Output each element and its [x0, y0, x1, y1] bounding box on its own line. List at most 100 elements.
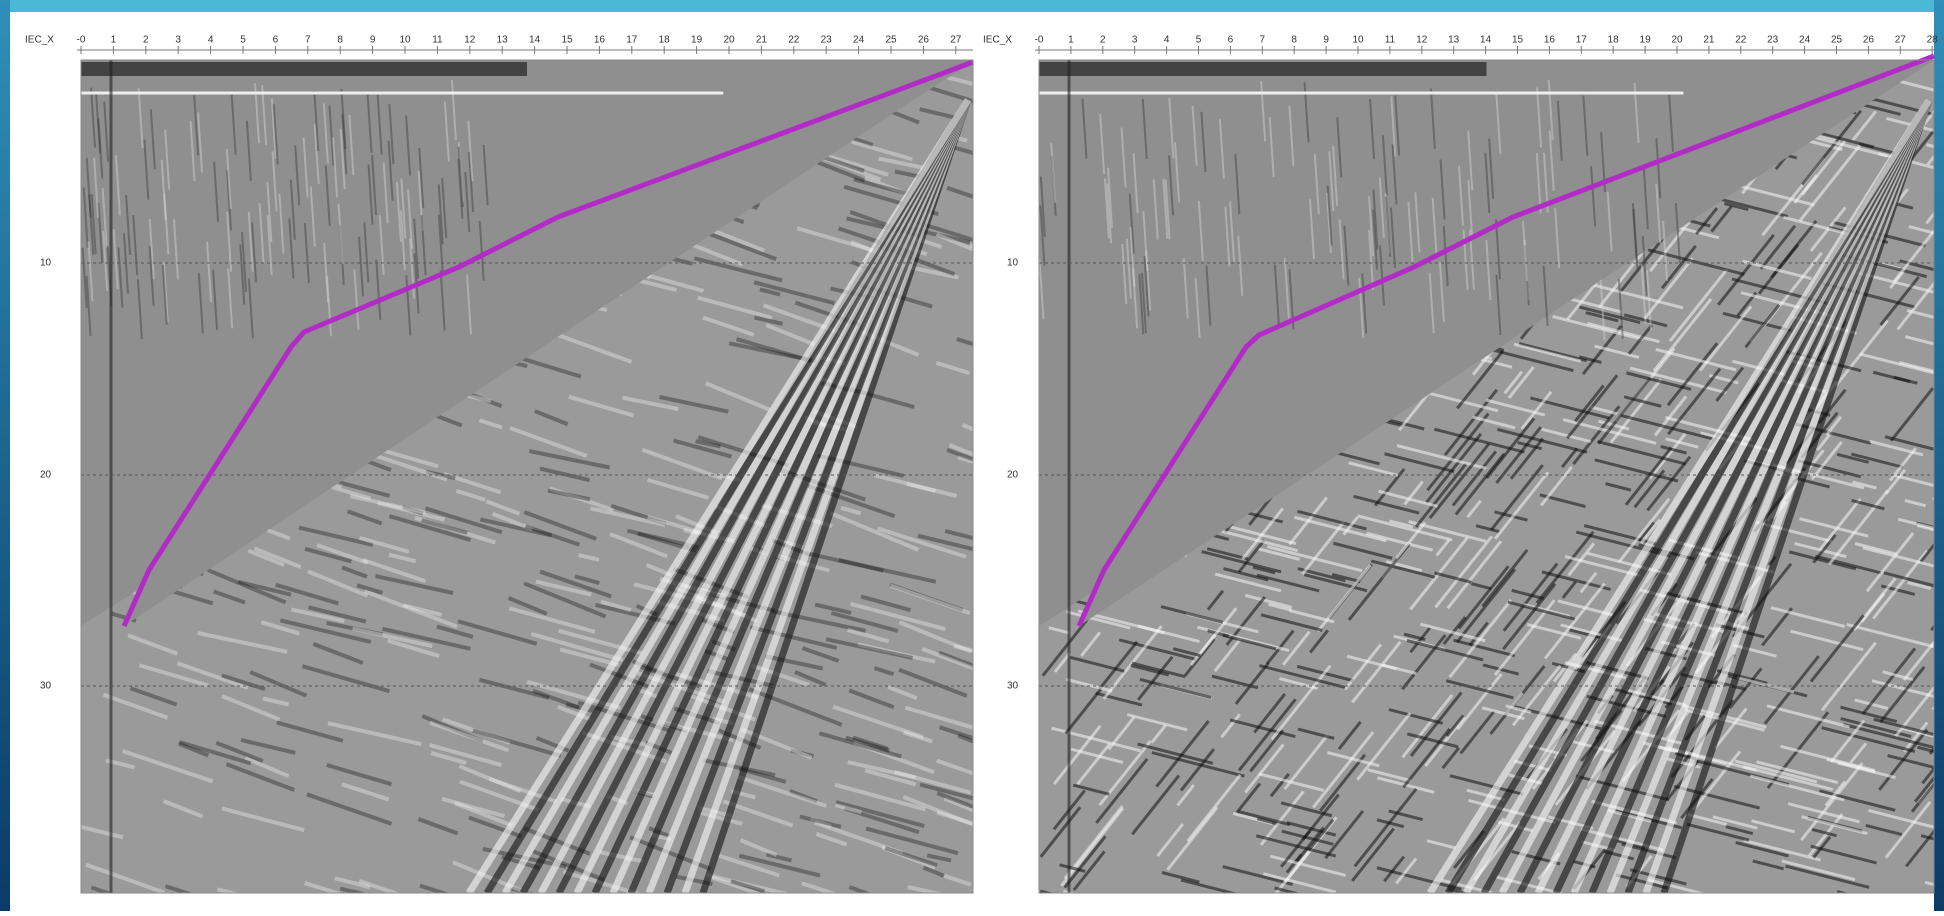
- texture: [1485, 398, 1546, 417]
- first-arrival-pick: [1076, 53, 1935, 628]
- texture: [1660, 445, 1687, 455]
- texture: [1749, 774, 1845, 802]
- texture: [1223, 567, 1269, 582]
- x-tick-label: 14: [1480, 35, 1492, 46]
- x-tick-label: 21: [1703, 35, 1715, 46]
- texture: [206, 241, 213, 303]
- texture: [1402, 727, 1451, 789]
- texture: [1274, 886, 1301, 893]
- y-tick-label: 20: [1007, 470, 1019, 481]
- texture: [127, 633, 178, 656]
- texture: [247, 211, 254, 272]
- texture: [1370, 559, 1436, 579]
- texture: [1059, 863, 1086, 873]
- texture: [480, 517, 552, 538]
- texture: [944, 528, 973, 541]
- texture: [1166, 806, 1219, 871]
- texture: [1121, 243, 1128, 305]
- texture: [1348, 461, 1399, 477]
- texture: [737, 775, 828, 808]
- texture: [443, 472, 502, 495]
- texture: [1885, 116, 1934, 133]
- texture: [1587, 321, 1660, 344]
- texture: [1627, 324, 1654, 355]
- header-band: [0, 0, 1944, 12]
- texture: [1879, 275, 1920, 326]
- texture: [266, 528, 291, 541]
- x-tick-label: 10: [1352, 35, 1364, 46]
- texture: [455, 488, 486, 502]
- texture: [1836, 890, 1849, 893]
- texture: [1666, 342, 1719, 407]
- texture: [443, 101, 450, 162]
- texture: [1161, 871, 1200, 884]
- texture: [437, 214, 444, 275]
- texture: [1372, 189, 1379, 250]
- texture: [418, 148, 425, 209]
- texture: [1237, 235, 1244, 296]
- texture: [1259, 790, 1305, 846]
- texture: [906, 481, 936, 493]
- texture: [528, 449, 611, 470]
- texture: [1502, 582, 1557, 651]
- texture: [814, 820, 904, 856]
- texture: [1358, 277, 1365, 338]
- texture: [1351, 640, 1402, 704]
- texture: [450, 79, 457, 141]
- texture: [1152, 179, 1159, 240]
- texture: [1426, 839, 1457, 850]
- texture: [599, 850, 644, 864]
- texture: [1366, 531, 1434, 552]
- texture: [294, 145, 301, 206]
- texture: [1385, 196, 1392, 257]
- texture: [1433, 427, 1525, 454]
- texture: [1861, 647, 1917, 715]
- texture: [322, 103, 329, 164]
- axis-label: IEC_X: [25, 35, 54, 46]
- x-tick-label: 25: [885, 35, 897, 46]
- texture: [258, 203, 265, 264]
- texture: [1391, 144, 1398, 205]
- texture: [1475, 524, 1500, 534]
- texture: [609, 532, 668, 559]
- texture: [921, 647, 973, 671]
- texture: [400, 178, 407, 239]
- texture: [1383, 855, 1406, 883]
- pre-arrival-area: [1039, 60, 1934, 626]
- texture: [850, 601, 946, 632]
- texture: [1620, 413, 1714, 441]
- texture: [1870, 97, 1934, 117]
- texture: [241, 232, 248, 293]
- texture: [1481, 706, 1525, 721]
- texture: [1899, 361, 1934, 373]
- texture: [1125, 238, 1132, 299]
- texture: [562, 869, 643, 893]
- texture: [1466, 788, 1506, 802]
- texture: [425, 469, 456, 481]
- first-arrival-pick: [121, 59, 974, 628]
- texture: [420, 215, 427, 276]
- texture: [1312, 731, 1375, 809]
- texture: [1632, 208, 1639, 269]
- texture: [1829, 719, 1866, 763]
- x-tick-label: 14: [529, 35, 541, 46]
- texture: [946, 448, 973, 462]
- texture: [523, 510, 597, 541]
- panel-frame: [80, 59, 974, 894]
- texture: [1924, 880, 1934, 887]
- texture: [326, 276, 333, 337]
- texture: [1372, 209, 1379, 270]
- texture: [1328, 151, 1335, 212]
- texture: [565, 702, 595, 714]
- texture: [1609, 378, 1663, 444]
- texture: [1692, 750, 1742, 811]
- texture: [1097, 640, 1139, 691]
- texture: [853, 740, 935, 775]
- texture: [717, 853, 780, 878]
- x-tick-label: 19: [691, 35, 703, 46]
- texture: [164, 129, 171, 190]
- texture: [1888, 447, 1917, 482]
- texture: [926, 853, 952, 863]
- texture: [1495, 93, 1502, 155]
- texture: [1854, 542, 1898, 556]
